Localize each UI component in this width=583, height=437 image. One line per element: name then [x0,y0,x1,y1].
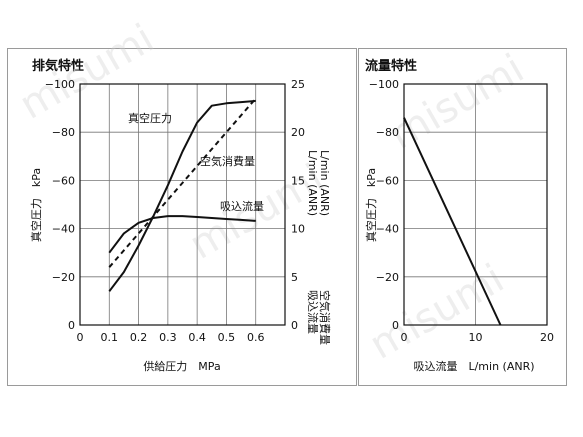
series-line [108,97,257,268]
right-x-tick-labels: 0 10 20 [401,331,555,344]
x-tick-label: 20 [540,331,554,344]
left-y2-label-consumption: 空気消費量 [318,290,332,345]
series-label-vacuum-pressure: 真空圧力 [128,111,172,125]
y-tick-label: 0 [68,319,75,332]
y2-tick-label: 5 [291,271,298,284]
y2-tick-label: 0 [291,319,298,332]
x-tick-label: 0 [401,331,408,344]
series-line [403,117,502,326]
flow-characteristics-title: 流量特性 [365,59,418,74]
left-y2-unit-consumption: L/min (ANR) [318,150,331,216]
y-tick-label: −80 [52,126,75,139]
right-chart-grid [404,84,547,325]
x-tick-label: 0.5 [218,331,236,344]
left-y2-tick-labels: 0 5 10 15 20 25 [291,78,305,332]
left-y2-unit-suction: L/min (ANR) [306,150,319,216]
y2-tick-label: 15 [291,174,305,187]
series-label-suction-flow: 吸込流量 [220,199,264,213]
x-tick-label: 0.3 [159,331,177,344]
y2-tick-label: 20 [291,126,305,139]
series-line [108,215,256,254]
right-y-axis-label: 真空圧力 kPa [364,168,378,242]
y-tick-label: −20 [376,271,399,284]
x-tick-label: 0.1 [101,331,119,344]
right-y-tick-labels: 0 −20 −40 −60 −80 −100 [369,78,399,332]
exhaust-characteristics-title: 排気特性 [32,59,85,74]
x-tick-label: 0.6 [247,331,265,344]
right-series-lines [403,117,502,326]
left-x-axis-label: 供給圧力 MPa [143,359,220,373]
y-tick-label: −20 [52,271,75,284]
y2-tick-label: 10 [291,223,305,236]
y-tick-label: −60 [376,174,399,187]
right-plot-frame [403,83,548,326]
x-tick-label: 0.2 [130,331,148,344]
series-line [108,99,256,292]
y-tick-label: −40 [376,223,399,236]
flow-characteristics-panel [358,48,567,386]
y2-tick-label: 25 [291,78,305,91]
y-tick-label: −60 [52,174,75,187]
right-x-axis-label: 吸込流量 L/min (ANR) [413,359,534,373]
series-label-air-consumption: 空気消費量 [200,154,255,168]
left-plot-frame [79,83,286,326]
y-tick-label: −100 [369,78,399,91]
left-x-tick-labels: 0 0.1 0.2 0.3 0.4 0.5 0.6 [77,331,265,344]
left-chart-grid [80,84,285,325]
left-y-tick-labels: 0 −20 −40 −60 −80 −100 [45,78,75,332]
y-tick-label: −80 [376,126,399,139]
x-tick-label: 0.4 [188,331,206,344]
x-tick-label: 10 [469,331,483,344]
left-y-axis-label: 真空圧力 kPa [29,168,43,242]
left-y2-label-suction: 吸込流量 [306,290,320,334]
y-tick-label: −100 [45,78,75,91]
x-tick-label: 0 [77,331,84,344]
left-series-lines [108,97,257,292]
y-tick-label: −40 [52,223,75,236]
y-tick-label: 0 [392,319,399,332]
